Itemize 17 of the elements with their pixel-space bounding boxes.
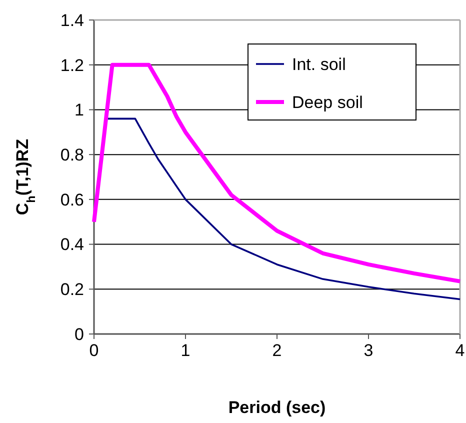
x-axis-title: Period (sec) (228, 398, 326, 417)
x-tick-label: 1 (180, 341, 190, 360)
x-tick-label: 4 (455, 341, 465, 360)
y-tick-label: 0 (74, 324, 84, 344)
y-tick-label: 1.4 (60, 10, 84, 30)
y-tick-label: 0.8 (60, 146, 84, 165)
y-tick-label: 0.6 (60, 190, 84, 210)
line-series (106, 118, 461, 300)
y-tick-label: 0.4 (60, 235, 84, 254)
legend-label: Deep soil (292, 92, 363, 112)
y-tick-label: 1.2 (60, 56, 84, 75)
y-tick-label: 1 (74, 100, 84, 120)
y-tick-label: 0.2 (60, 280, 84, 300)
legend-label: Int. soil (292, 54, 346, 74)
x-tick-label: 2 (272, 341, 282, 360)
x-tick-label: 0 (89, 341, 99, 360)
x-tick-label: 3 (364, 341, 374, 360)
